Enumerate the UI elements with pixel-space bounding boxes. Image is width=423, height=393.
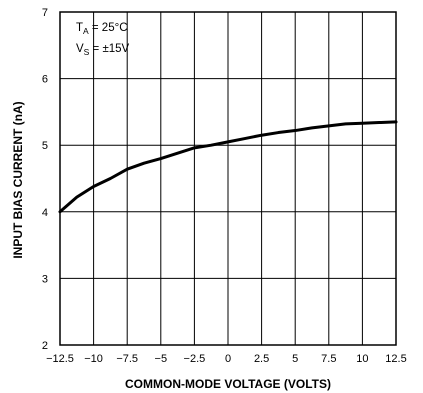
y-tick-label: 5: [42, 140, 48, 152]
x-tick-label: −10: [84, 353, 103, 365]
y-axis-title: INPUT BIAS CURRENT (nA): [11, 101, 25, 258]
series-line: [58, 120, 398, 214]
x-tick-label: 0: [225, 353, 231, 365]
x-tick-label: −7.5: [116, 353, 138, 365]
y-tick-label: 6: [42, 74, 48, 86]
plot-border: [59, 11, 397, 346]
x-tick-label: −12.5: [46, 353, 74, 365]
conditions-annotation: TA = 25°C VS = ±15V: [76, 22, 130, 57]
x-tick-label: −2.5: [184, 353, 206, 365]
x-axis-title: COMMON-MODE VOLTAGE (VOLTS): [125, 377, 331, 391]
x-tick-labels: −12.5 −10 −7.5 −5 −2.5 0 2.5 5 7.5 10 12.5: [46, 353, 407, 365]
x-tick-label: 12.5: [385, 353, 406, 365]
temperature-label: TA = 25°C: [76, 22, 128, 36]
y-tick-labels: 2 3 4 5 6 7: [42, 7, 48, 352]
y-tick-label: 7: [42, 7, 48, 19]
series-layer: [58, 120, 398, 214]
x-tick-label: 2.5: [254, 353, 269, 365]
y-tick-label: 4: [42, 207, 48, 219]
x-tick-label: 7.5: [321, 353, 336, 365]
x-tick-label: 5: [292, 353, 298, 365]
plot-frame: [59, 11, 397, 346]
supply-voltage-label: VS = ±15V: [76, 43, 130, 57]
x-tick-label: 10: [356, 353, 368, 365]
y-tick-label: 3: [42, 273, 48, 285]
x-tick-label: −5: [155, 353, 168, 365]
y-tick-label: 2: [42, 340, 48, 352]
